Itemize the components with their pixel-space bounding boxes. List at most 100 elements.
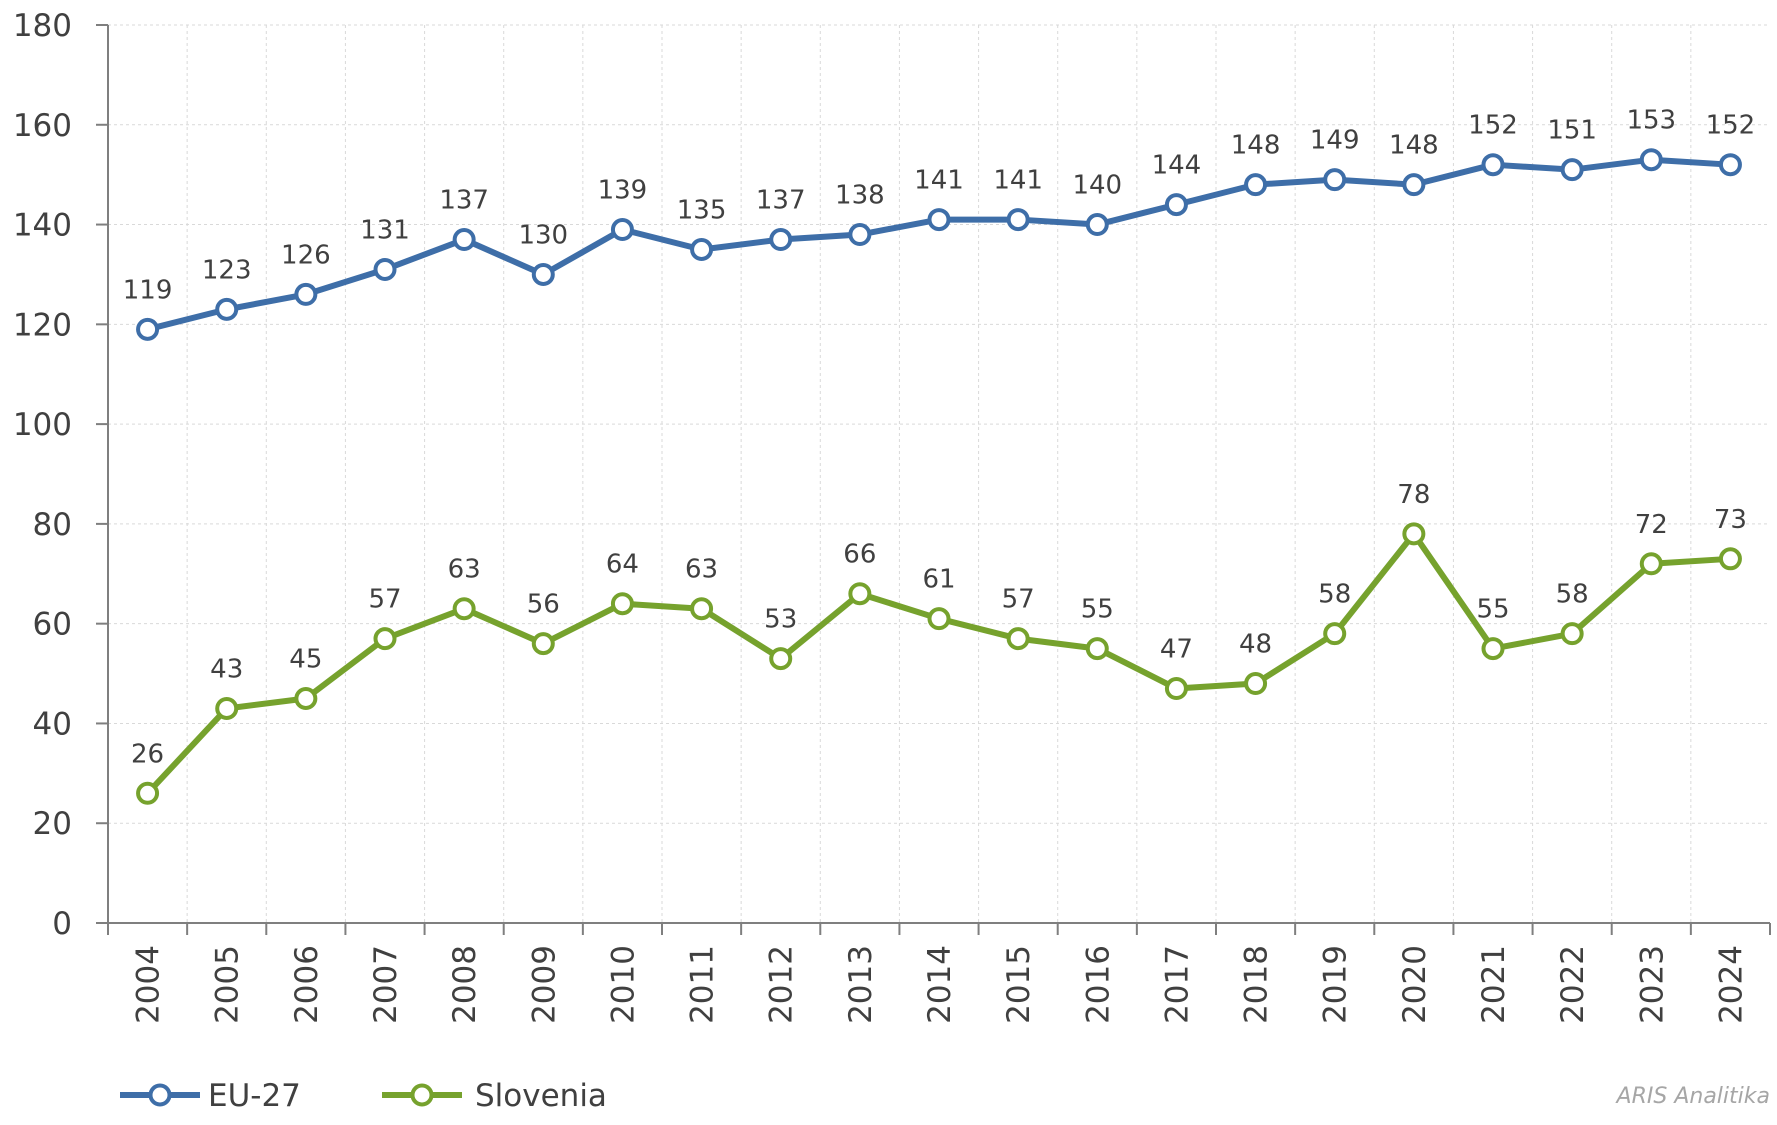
x-tick-label-2014: 2014 <box>922 945 958 1024</box>
point-slovenia-2021 <box>1481 637 1505 661</box>
point-slovenia-2023 <box>1639 552 1663 576</box>
y-tick-label-160: 160 <box>13 108 72 144</box>
point-slovenia-2017 <box>1164 677 1188 701</box>
point-slovenia-2013 <box>848 582 872 606</box>
y-tick-label-100: 100 <box>13 407 72 443</box>
data-label-eu27-2015: 141 <box>993 166 1043 196</box>
x-tick-label-2023: 2023 <box>1634 945 1670 1024</box>
axes <box>107 25 1770 924</box>
data-label-eu27-2005: 123 <box>202 255 252 285</box>
data-label-slovenia-2019: 58 <box>1318 580 1351 610</box>
source-credit: ARIS Analitika <box>1615 1084 1770 1109</box>
x-tick-label-2022: 2022 <box>1555 945 1591 1024</box>
data-label-slovenia-2004: 26 <box>131 739 164 769</box>
y-tick-label-40: 40 <box>33 706 72 742</box>
data-label-slovenia-2015: 57 <box>1002 585 1035 615</box>
point-eu27-2011 <box>690 238 714 261</box>
legend-item-eu27: EU-27 <box>120 1078 301 1114</box>
point-eu27-2024 <box>1718 153 1742 177</box>
data-label-eu27-2018: 148 <box>1231 131 1281 161</box>
x-tick-label-2015: 2015 <box>1001 945 1037 1024</box>
data-label-slovenia-2011: 63 <box>685 555 718 585</box>
point-slovenia-2020 <box>1402 522 1426 546</box>
data-label-eu27-2006: 126 <box>281 240 331 270</box>
data-label-eu27-2020: 148 <box>1389 131 1439 161</box>
data-label-eu27-2024: 152 <box>1706 111 1756 141</box>
data-label-slovenia-2017: 47 <box>1160 635 1193 665</box>
y-tick-label-120: 120 <box>13 307 72 343</box>
point-eu27-2004 <box>136 317 160 341</box>
point-eu27-2022 <box>1560 158 1584 182</box>
data-label-eu27-2014: 141 <box>914 166 964 196</box>
data-label-slovenia-2006: 45 <box>289 645 322 675</box>
point-eu27-2013 <box>848 223 872 247</box>
point-slovenia-2010 <box>610 592 634 616</box>
x-tick-label-2004: 2004 <box>131 945 167 1024</box>
data-label-eu27-2013: 138 <box>835 181 885 211</box>
data-label-eu27-2012: 137 <box>756 186 806 216</box>
x-axis-ticks: 2004 2005 2006 2007 2008 2009 2010 2011 2012 2013… <box>107 923 1771 1024</box>
data-label-eu27-2017: 144 <box>1152 151 1202 181</box>
data-label-eu27-2019: 149 <box>1310 126 1360 156</box>
point-slovenia-2007 <box>373 627 397 651</box>
point-eu27-2012 <box>769 228 793 252</box>
point-slovenia-2024 <box>1718 547 1742 571</box>
point-slovenia-2022 <box>1560 622 1584 646</box>
data-label-slovenia-2018: 48 <box>1239 630 1272 660</box>
x-tick-label-2006: 2006 <box>289 945 325 1024</box>
x-tick-label-2005: 2005 <box>210 945 246 1024</box>
point-eu27-2021 <box>1481 153 1505 177</box>
x-tick-label-2010: 2010 <box>605 945 641 1024</box>
legend-item-slovenia: Slovenia <box>382 1078 607 1114</box>
point-slovenia-2008 <box>452 597 476 621</box>
point-slovenia-2006 <box>294 687 318 710</box>
data-label-slovenia-2023: 72 <box>1635 510 1668 540</box>
grid <box>108 24 1770 923</box>
x-tick-label-2007: 2007 <box>368 945 404 1024</box>
data-label-slovenia-2024: 73 <box>1714 505 1747 535</box>
y-axis-ticks: 0 20 40 60 80 100 120 140 160 180 <box>13 8 108 942</box>
x-tick-label-2013: 2013 <box>843 945 879 1024</box>
series <box>136 148 1742 805</box>
x-tick-label-2009: 2009 <box>526 945 562 1024</box>
point-eu27-2020 <box>1402 173 1426 197</box>
x-tick-label-2008: 2008 <box>447 945 483 1024</box>
point-slovenia-2014 <box>927 607 951 631</box>
data-labels: 119 123 126 131 137 130 139 135 137 138 141 141 140 1… <box>123 106 1755 770</box>
point-slovenia-2004 <box>136 781 160 805</box>
y-tick-label-60: 60 <box>33 607 72 643</box>
data-label-eu27-2010: 139 <box>598 176 648 206</box>
data-label-slovenia-2021: 55 <box>1476 595 1509 625</box>
point-eu27-2018 <box>1244 173 1268 197</box>
data-label-slovenia-2016: 55 <box>1081 595 1114 625</box>
data-label-slovenia-2007: 57 <box>368 585 401 615</box>
x-tick-label-2011: 2011 <box>685 945 721 1024</box>
data-label-slovenia-2005: 43 <box>210 654 243 684</box>
point-eu27-2015 <box>1006 208 1030 232</box>
x-tick-label-2019: 2019 <box>1318 945 1354 1024</box>
x-tick-label-2018: 2018 <box>1239 945 1275 1024</box>
point-eu27-2010 <box>610 218 634 242</box>
x-tick-label-2024: 2024 <box>1713 945 1749 1024</box>
y-tick-label-80: 80 <box>33 507 72 543</box>
data-label-slovenia-2013: 66 <box>843 540 876 570</box>
point-slovenia-2018 <box>1244 672 1268 696</box>
point-slovenia-2012 <box>769 647 793 671</box>
data-label-slovenia-2010: 64 <box>606 550 639 580</box>
data-label-eu27-2023: 153 <box>1626 106 1676 136</box>
x-tick-label-2020: 2020 <box>1397 945 1433 1024</box>
data-label-slovenia-2009: 56 <box>527 590 560 620</box>
point-slovenia-2009 <box>531 632 555 656</box>
legend: EU-27 Slovenia <box>120 1078 607 1114</box>
data-label-eu27-2004: 119 <box>123 275 173 305</box>
legend-marker-slovenia <box>410 1083 434 1107</box>
point-slovenia-2016 <box>1085 637 1109 661</box>
data-label-slovenia-2022: 58 <box>1556 580 1589 610</box>
point-eu27-2017 <box>1164 193 1188 217</box>
x-tick-label-2021: 2021 <box>1476 945 1512 1024</box>
point-slovenia-2005 <box>215 696 239 720</box>
y-tick-label-0: 0 <box>52 906 72 942</box>
point-eu27-2019 <box>1323 168 1347 192</box>
